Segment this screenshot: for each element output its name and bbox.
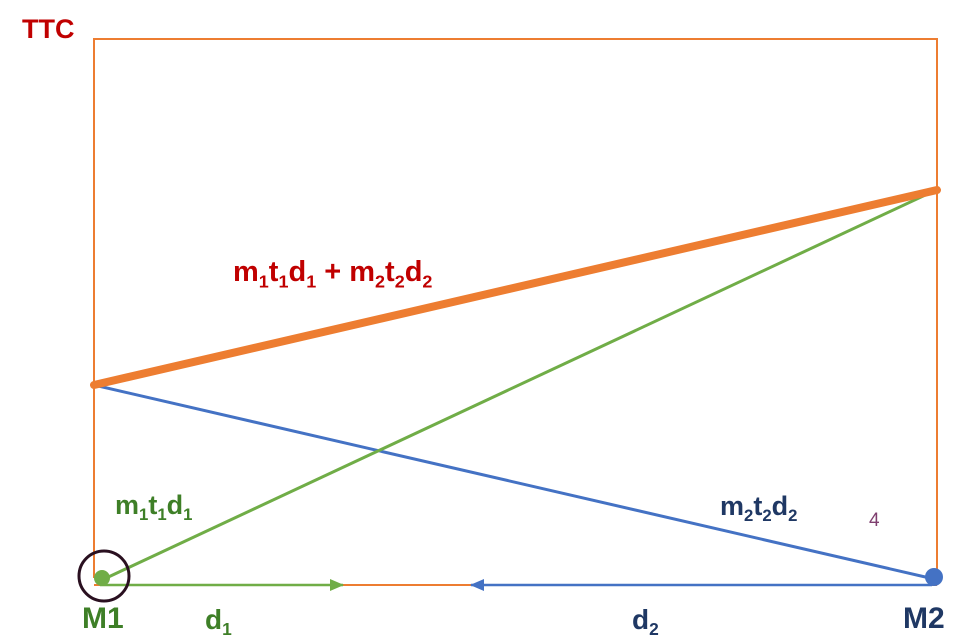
blue-dot-icon <box>925 568 943 586</box>
distance-d2-label: d2 <box>632 604 659 635</box>
m1-cost-line <box>101 188 937 582</box>
green-dot-icon <box>94 570 110 586</box>
distance-d1-label: d1 <box>205 604 232 635</box>
market-m1-label: M1 <box>82 602 124 635</box>
circle-outline-icon <box>77 549 131 603</box>
market-m2-label: M2 <box>903 602 945 635</box>
frame-border <box>93 38 938 578</box>
page-number: 4 <box>869 510 880 531</box>
total-cost-label: m1t1d1 + m2t2d2 <box>233 256 433 292</box>
m1-cost-label: m1t1d1 <box>115 490 193 524</box>
total-cost-line <box>90 186 941 389</box>
m2-cost-label: m2t2d2 <box>720 491 798 525</box>
y-axis-label: TTC <box>22 14 75 44</box>
m2-cost-line <box>93 383 935 581</box>
